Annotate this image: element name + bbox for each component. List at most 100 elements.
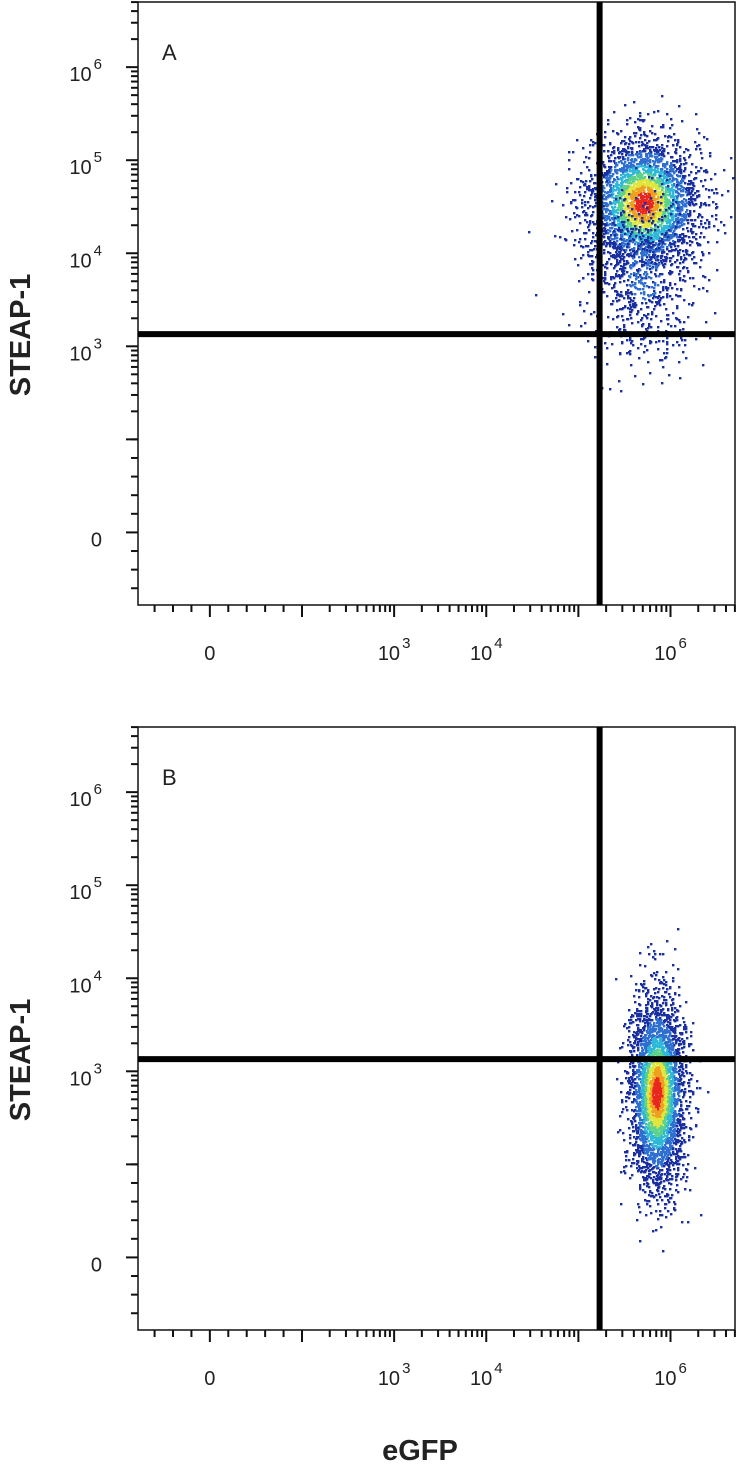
- event-dot: [633, 207, 636, 210]
- event-dot: [685, 188, 688, 191]
- event-dot: [622, 307, 625, 310]
- event-dot: [676, 236, 679, 239]
- event-dot: [649, 268, 652, 271]
- event-dot: [589, 197, 592, 200]
- event-dot: [607, 195, 610, 198]
- event-dot: [665, 225, 668, 228]
- event-dot: [705, 188, 708, 191]
- event-dot: [656, 151, 659, 154]
- event-dot: [642, 200, 645, 203]
- event-dot: [641, 282, 644, 285]
- event-dot: [618, 184, 621, 187]
- event-dot: [634, 135, 637, 138]
- event-dot: [665, 1203, 668, 1206]
- event-dot: [626, 221, 629, 224]
- event-dot: [662, 193, 665, 196]
- event-dot: [638, 1010, 641, 1013]
- event-dot: [660, 224, 663, 227]
- event-dot: [622, 217, 625, 220]
- event-dot: [641, 260, 644, 263]
- event-dot: [646, 256, 649, 259]
- event-dot: [666, 200, 669, 203]
- event-dot: [632, 300, 635, 303]
- event-dot: [580, 172, 583, 175]
- event-dot: [661, 249, 664, 252]
- event-dot: [678, 204, 681, 207]
- x-tick-label: 10 4: [470, 635, 503, 665]
- event-dot: [623, 256, 626, 259]
- event-dot: [584, 219, 587, 222]
- event-dot: [727, 190, 730, 193]
- event-dot: [629, 165, 632, 168]
- event-dot: [578, 241, 581, 244]
- event-dot: [587, 207, 590, 210]
- event-dot: [632, 305, 635, 308]
- event-dot: [619, 275, 622, 278]
- event-dot: [674, 233, 677, 236]
- event-dot: [679, 188, 682, 191]
- event-dot: [688, 174, 691, 177]
- event-dot: [562, 313, 565, 316]
- event-dot: [619, 243, 622, 246]
- event-dot: [633, 254, 636, 257]
- event-dot: [645, 259, 648, 262]
- x-tick-label: 10 6: [654, 635, 687, 665]
- event-dot: [662, 976, 665, 979]
- event-dot: [674, 241, 677, 244]
- event-dot: [638, 194, 641, 197]
- event-dot: [586, 302, 589, 305]
- event-dot: [641, 241, 644, 244]
- event-dot: [592, 141, 595, 144]
- event-dot: [665, 236, 668, 239]
- event-dot: [655, 193, 658, 196]
- event-dot: [702, 364, 705, 367]
- event-dot: [647, 217, 650, 220]
- event-dot: [624, 104, 627, 107]
- event-dot: [608, 166, 611, 169]
- event-dot: [639, 236, 642, 239]
- plot-frame: [137, 1, 736, 606]
- event-dot: [654, 229, 657, 232]
- event-dot: [639, 112, 642, 115]
- event-dot: [589, 222, 592, 225]
- event-dot: [696, 190, 699, 193]
- event-dot: [623, 140, 626, 143]
- y-tick-label: 10 5: [69, 149, 102, 179]
- event-dot: [641, 144, 644, 147]
- event-dot: [715, 207, 718, 210]
- event-dot: [623, 270, 626, 273]
- event-dot: [653, 293, 656, 296]
- event-dot: [666, 216, 669, 219]
- event-dot: [610, 169, 613, 172]
- event-dot: [684, 1141, 687, 1144]
- event-dot: [574, 216, 577, 219]
- event-dot: [574, 199, 577, 202]
- event-dot: [637, 1094, 640, 1097]
- event-dot: [682, 1017, 685, 1020]
- event-dot: [664, 170, 667, 173]
- event-dot: [689, 244, 692, 247]
- event-dot: [692, 251, 695, 254]
- event-dot: [659, 304, 662, 307]
- event-dot: [677, 1167, 680, 1170]
- event-dot: [685, 211, 688, 214]
- event-dot: [636, 154, 639, 157]
- event-dot: [647, 160, 650, 163]
- event-dot: [644, 298, 647, 301]
- event-dot: [640, 214, 643, 217]
- event-dot: [622, 1042, 625, 1045]
- event-dot: [689, 240, 692, 243]
- event-dot: [692, 302, 695, 305]
- event-dot: [616, 176, 619, 179]
- event-dot: [619, 277, 622, 280]
- event-dot: [683, 254, 686, 257]
- event-dot: [580, 325, 583, 328]
- event-dot: [649, 161, 652, 164]
- event-dot: [674, 245, 677, 248]
- event-dot: [666, 198, 669, 201]
- event-dot: [640, 230, 643, 233]
- event-dot: [653, 235, 656, 238]
- x-tick-label: 10 6: [654, 1360, 687, 1390]
- event-dot: [661, 144, 664, 147]
- event-dot: [645, 302, 648, 305]
